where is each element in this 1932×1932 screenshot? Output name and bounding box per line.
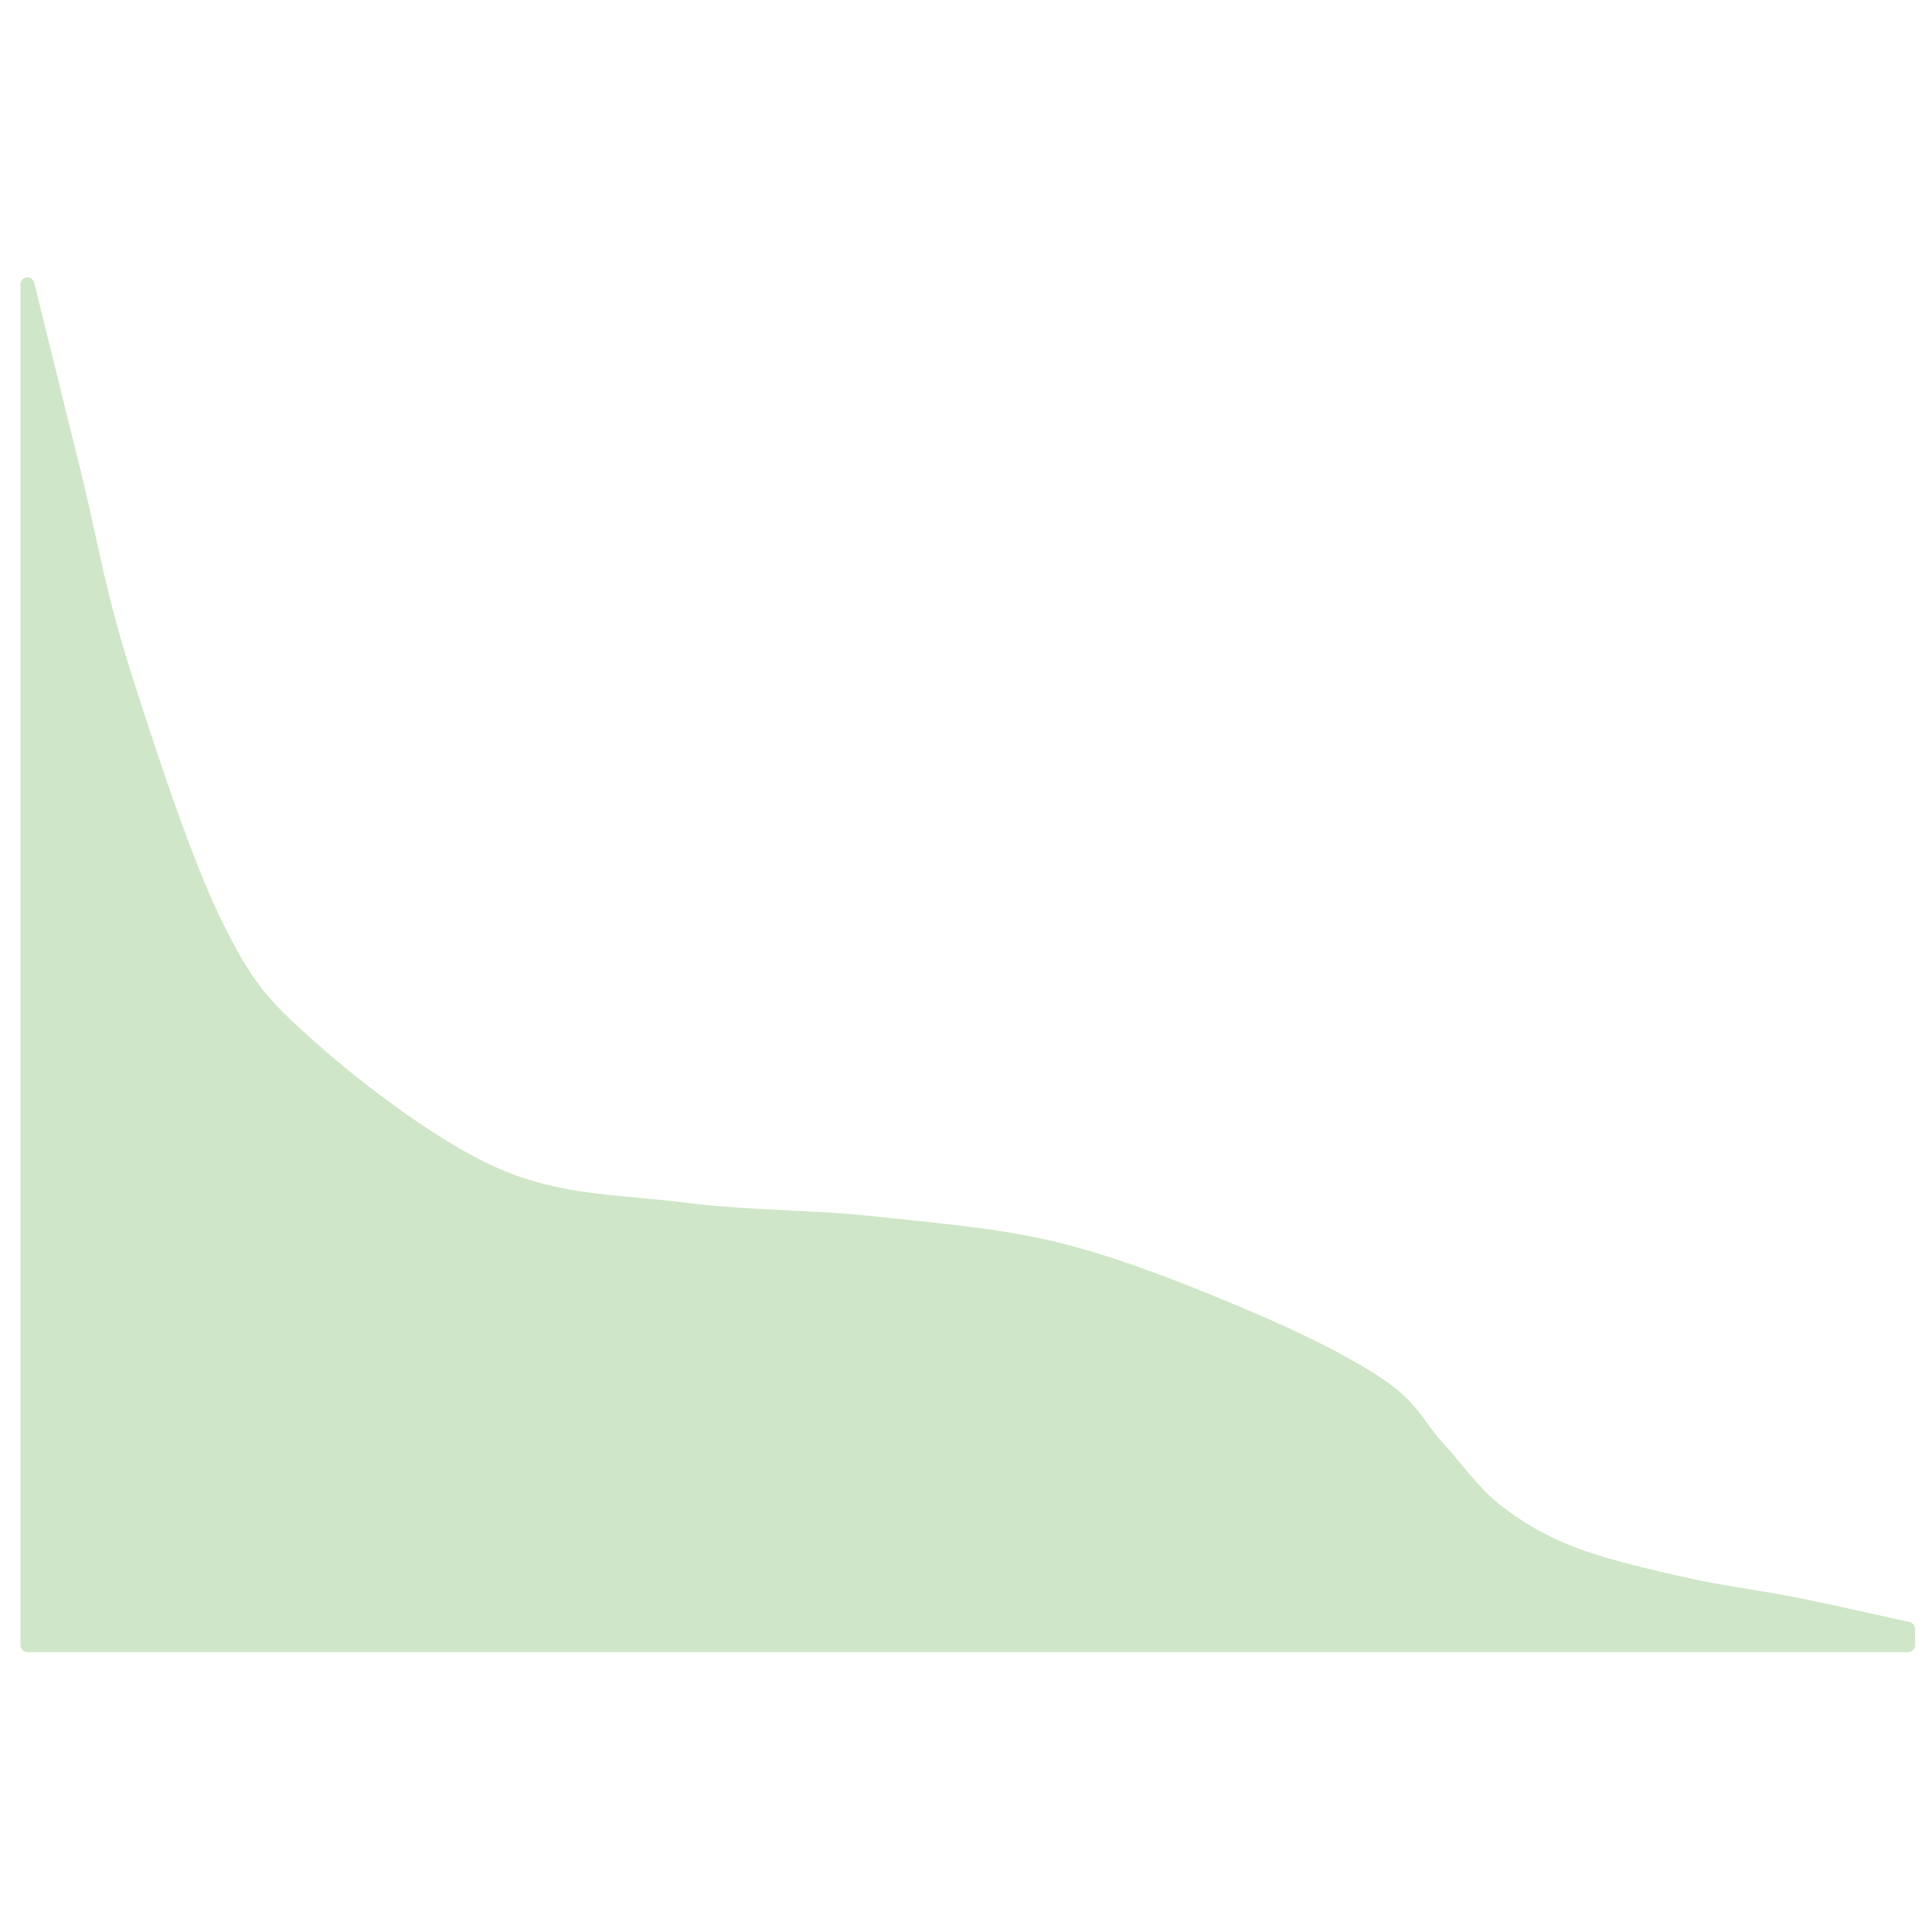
area-series-fill: [20, 277, 1915, 1652]
plot-area: [20, 277, 1915, 1652]
